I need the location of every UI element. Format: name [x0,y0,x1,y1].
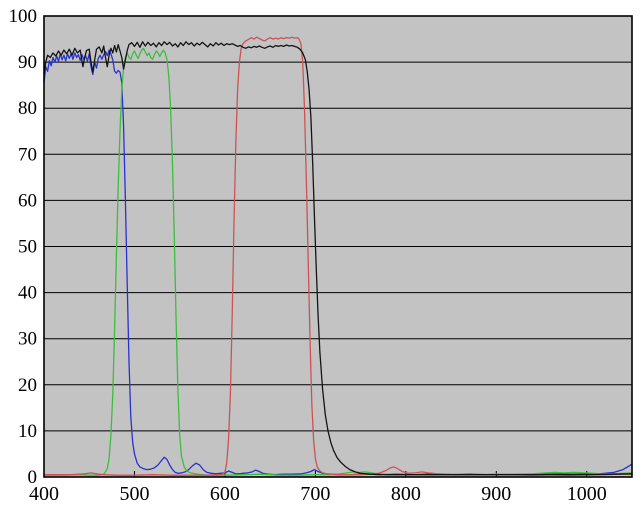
y-tick-label-100: 100 [9,6,38,27]
x-tick-label-400: 400 [29,483,59,505]
x-tick-label-600: 600 [210,483,240,505]
series-red-bandpass [43,36,633,476]
y-tick-label-80: 80 [18,98,37,119]
y-tick-label-90: 90 [18,52,37,73]
y-tick-label-60: 60 [18,190,37,211]
y-tick-label-50: 50 [18,237,37,258]
y-tick-label-30: 30 [18,329,37,350]
x-tick-label-1000: 1000 [567,483,607,505]
y-tick-label-10: 10 [18,421,37,442]
y-tick-label-70: 70 [18,144,37,165]
plot-border [43,15,633,478]
series-black-ir-cut [43,41,633,476]
y-tick-label-0: 0 [28,467,38,488]
x-tick-label-700: 700 [300,483,330,505]
x-tick-label-900: 900 [481,483,511,505]
x-tick-label-500: 500 [119,483,149,505]
y-tick-label-40: 40 [18,283,37,304]
y-tick-label-20: 20 [18,375,37,396]
x-tick-label-800: 800 [391,483,421,505]
